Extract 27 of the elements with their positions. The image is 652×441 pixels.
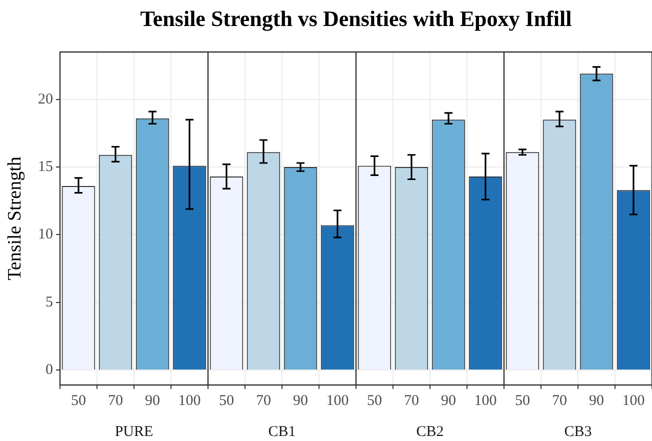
x-axis-title: CB2	[416, 424, 444, 440]
x-tick-label: 100	[474, 392, 497, 409]
x-tick-label: 70	[108, 392, 123, 409]
x-tick-label: 90	[293, 392, 308, 409]
x-tick-label: 100	[178, 392, 201, 409]
x-tick-label: 90	[145, 392, 160, 409]
x-tick-label: 70	[552, 392, 567, 409]
y-tick-label: 15	[38, 159, 53, 175]
x-tick-label: 100	[326, 392, 349, 409]
y-axis-title: Tensile Strength	[4, 156, 26, 280]
x-tick-label: 90	[441, 392, 456, 409]
y-tick-label: 0	[46, 362, 53, 378]
y-tick-label: 10	[38, 226, 53, 243]
x-tick-label: 90	[589, 392, 604, 409]
x-tick-label: 70	[256, 392, 271, 409]
x-axis-title: PURE	[114, 424, 154, 440]
x-tick-label: 50	[71, 392, 86, 409]
x-tick-label: 50	[515, 392, 530, 409]
y-tick-label: 20	[38, 91, 53, 108]
text: Tensile Strength vs Densities with Epoxy Infill	[139, 6, 573, 32]
x-axis-title: CB3	[564, 424, 592, 440]
y-tick-label: 5	[46, 294, 53, 310]
x-tick-label: 50	[219, 392, 234, 409]
x-tick-label: 50	[367, 392, 382, 409]
x-axis-title: CB1	[268, 424, 296, 440]
x-tick-label: 70	[404, 392, 419, 409]
x-tick-label: 100	[622, 392, 645, 409]
